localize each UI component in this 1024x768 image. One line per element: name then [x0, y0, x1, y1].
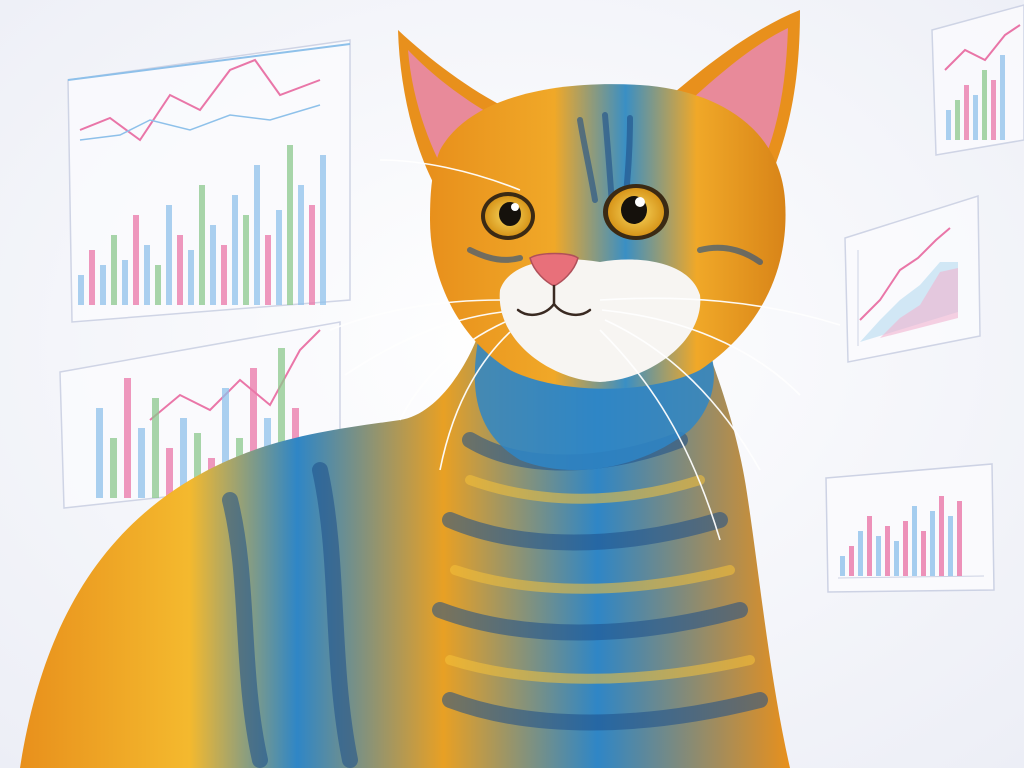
sketch-bar	[973, 95, 978, 140]
chart-sketch-top-left	[67, 39, 351, 323]
cat-left-eye	[481, 192, 535, 240]
sketch-bar	[957, 501, 962, 576]
sketch-bar	[912, 506, 917, 576]
sketch-bar	[144, 245, 150, 305]
sketch-bar	[155, 265, 161, 305]
sketch-bar	[287, 145, 293, 305]
sketch-bar	[250, 368, 257, 498]
cat-nose	[529, 252, 579, 287]
sketch-bar	[946, 110, 951, 140]
sketch-bar	[166, 205, 172, 305]
sketch-bar	[78, 275, 84, 305]
sketch-bar	[948, 516, 953, 576]
sketch-bar	[177, 235, 183, 305]
sketch-bar	[100, 265, 106, 305]
sketch-bar	[188, 250, 194, 305]
sketch-bar	[96, 408, 103, 498]
sketch-bar	[903, 521, 908, 576]
sketch-bar	[199, 185, 205, 305]
sketch-bar	[939, 496, 944, 576]
sketch-bar	[122, 260, 128, 305]
cat-mouth	[516, 284, 592, 317]
sketch-bar	[221, 245, 227, 305]
sketch-bar	[194, 433, 201, 498]
sketch-bar	[180, 418, 187, 498]
sketch-bar	[243, 215, 249, 305]
sketch-bar	[885, 526, 890, 576]
sketch-bar	[111, 235, 117, 305]
sketch-bar	[265, 235, 271, 305]
sketch-bar	[276, 210, 282, 305]
sketch-bar	[320, 155, 326, 305]
sketch-bar	[930, 511, 935, 576]
sketch-bar	[166, 448, 173, 498]
sketch-bar	[849, 546, 854, 576]
sketch-bar	[858, 531, 863, 576]
sketch-bar	[1000, 55, 1005, 140]
cat-muzzle	[499, 259, 701, 382]
sketch-bar	[298, 185, 304, 305]
cat-whiskers	[329, 159, 841, 541]
sketch-bar	[222, 388, 229, 498]
sketch-bar	[124, 378, 131, 498]
sketch-bar	[991, 80, 996, 140]
sketch-bar	[309, 205, 315, 305]
sketch-bar	[89, 250, 95, 305]
sketch-bar	[894, 541, 899, 576]
sketch-bar	[210, 225, 216, 305]
sketch-bar	[278, 348, 285, 498]
sketch-bar	[254, 165, 260, 305]
sketch-bar	[982, 70, 987, 140]
sketch-bar	[152, 398, 159, 498]
cat-right-eye	[603, 184, 669, 240]
sketch-bar	[876, 536, 881, 576]
sketch-bar	[232, 195, 238, 305]
sketch-bar	[955, 100, 960, 140]
sketch-bar	[110, 438, 117, 498]
sketch-bar	[138, 428, 145, 498]
sketch-bar	[867, 516, 872, 576]
chart-sketch-right-middle	[844, 194, 981, 363]
chart-sketch-top-right	[931, 4, 1024, 156]
sketch-bar	[921, 531, 926, 576]
sketch-bar	[840, 556, 845, 576]
chart-sketch-bottom-right	[825, 463, 995, 593]
sketch-bar	[964, 85, 969, 140]
sketch-bar	[133, 215, 139, 305]
cat-illustration	[20, 10, 841, 768]
